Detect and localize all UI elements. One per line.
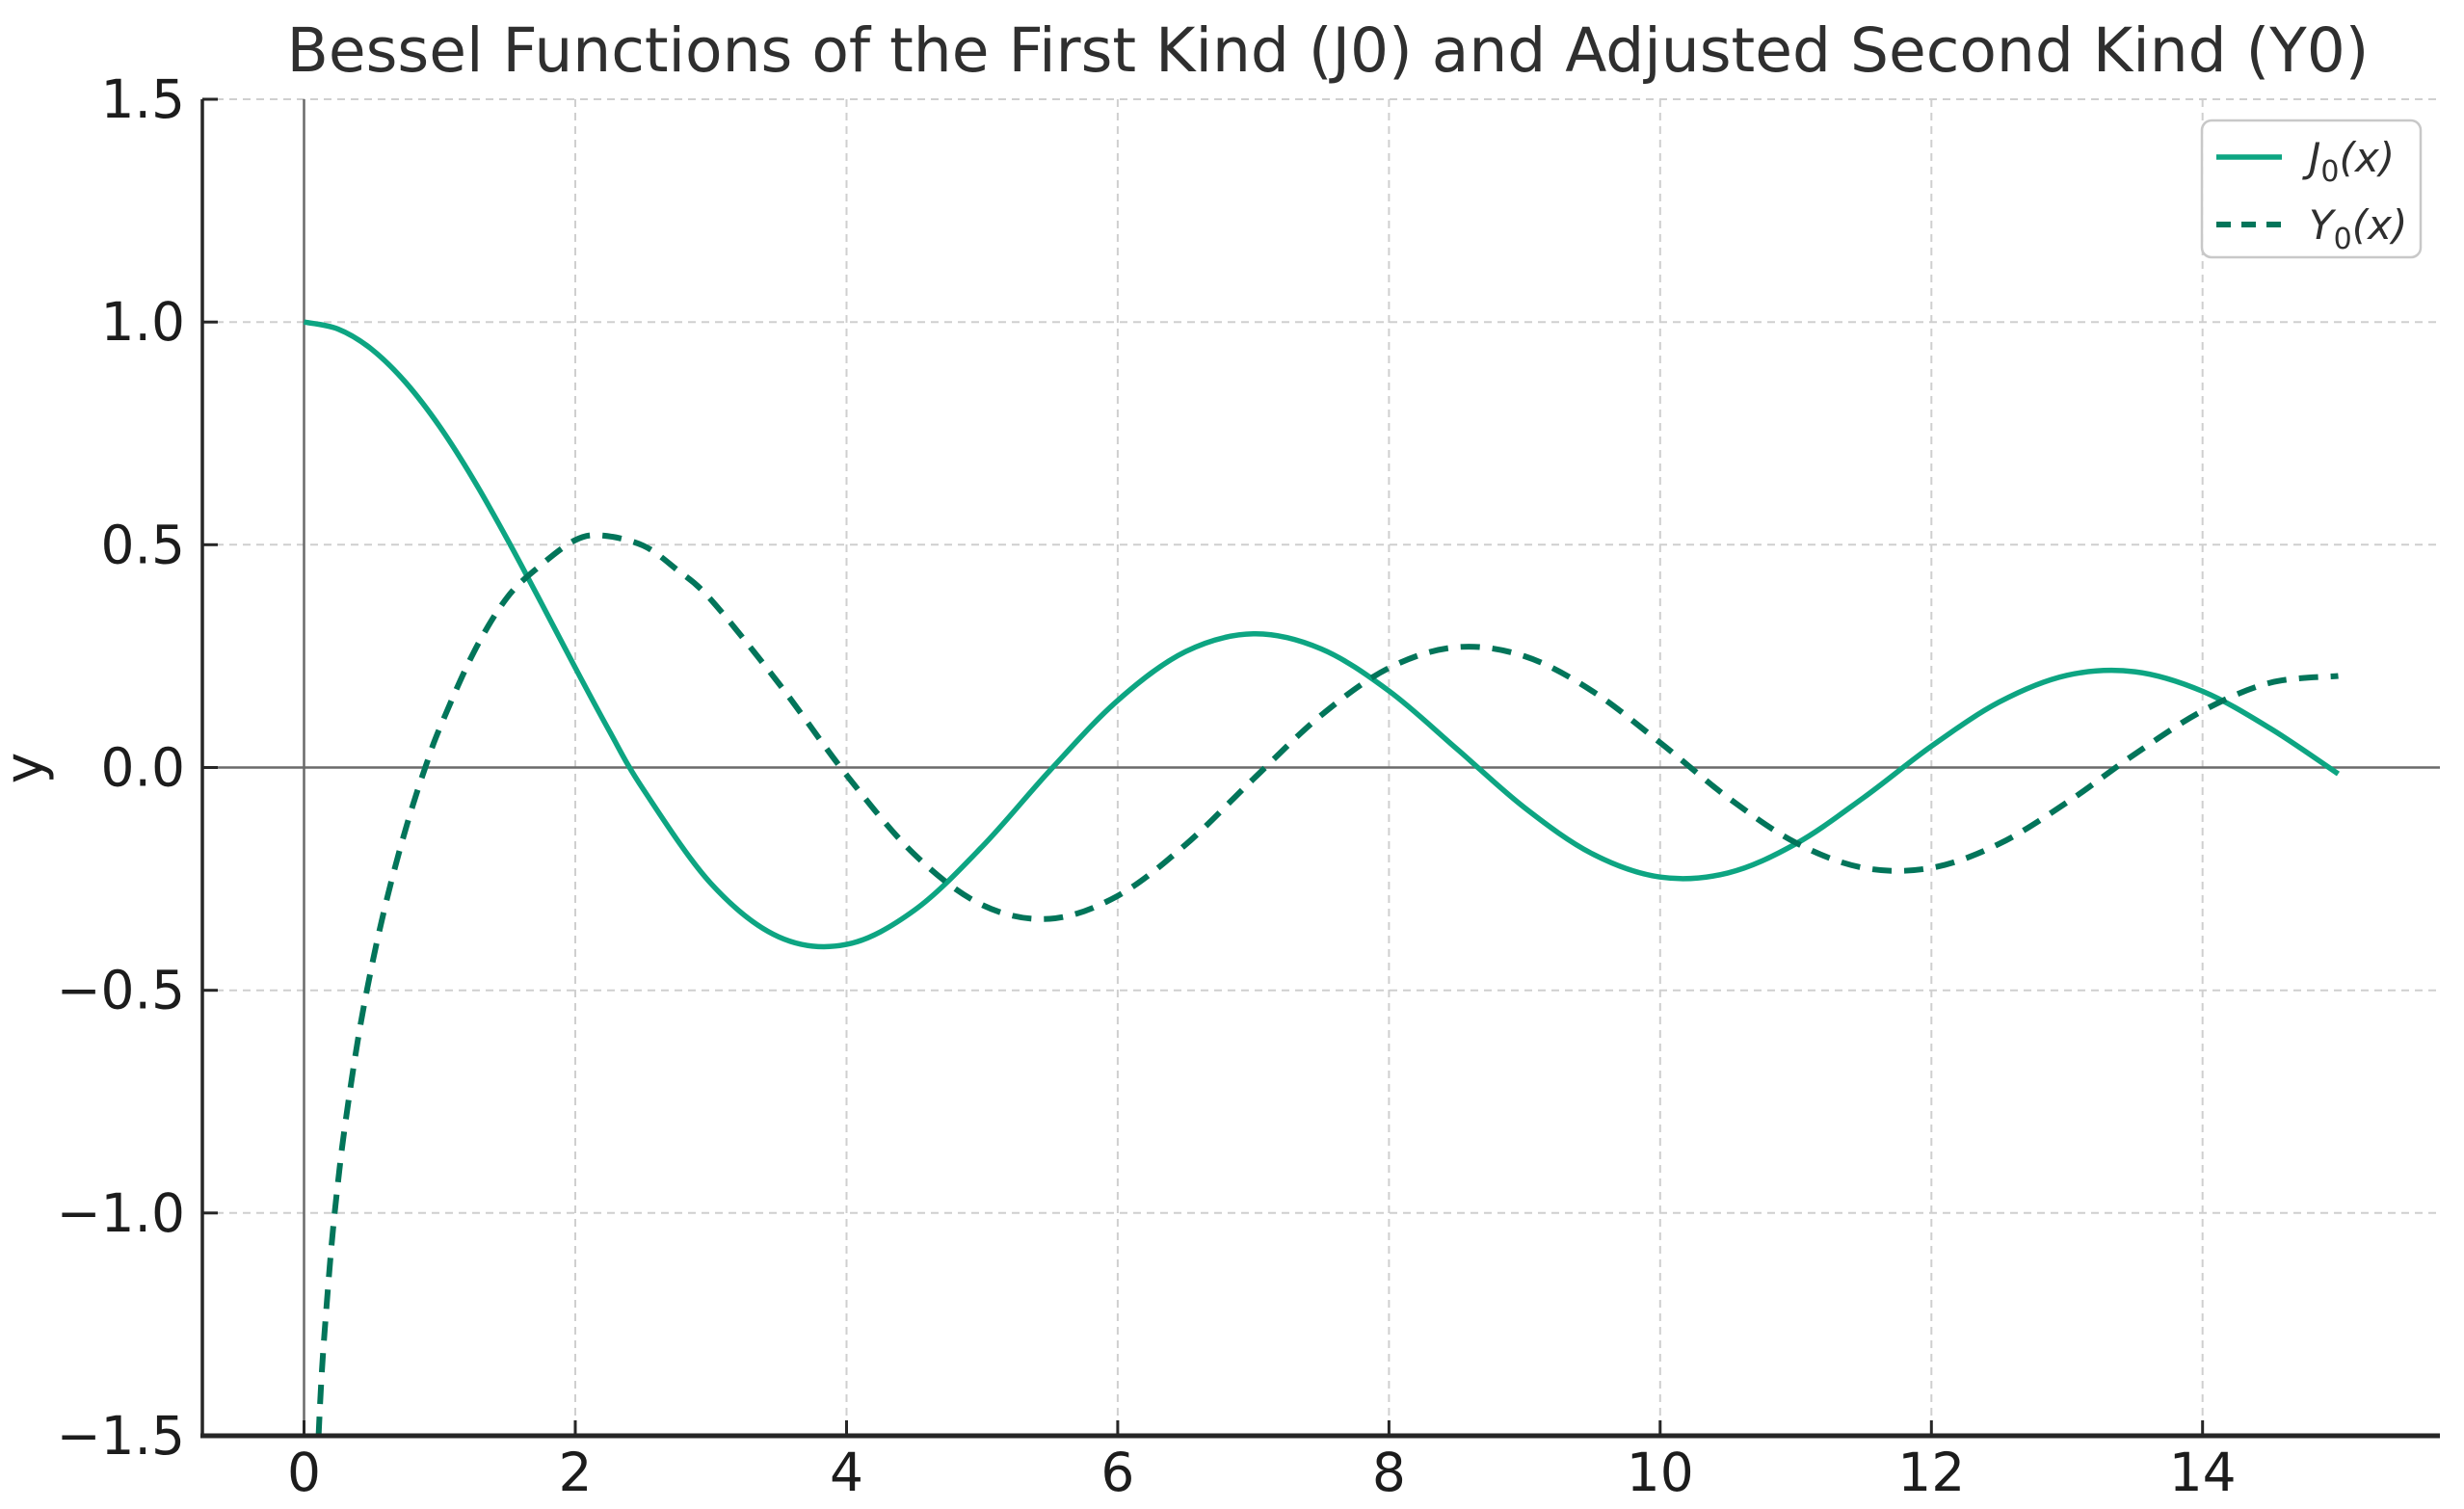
x-tick-label: 4 <box>830 1442 863 1503</box>
legend-y0-label: Y0(x) <box>2309 201 2407 256</box>
j0-curve <box>303 319 2341 950</box>
axes-layer: 0 2 4 6 8 10 12 14 −1.5 −1.0 −0.5 0.0 0.5 1.0 1.5 <box>56 68 2440 1503</box>
y-tick-label: 1.0 <box>101 291 185 353</box>
reference-lines-layer <box>202 99 2440 1436</box>
x-tick-label: 8 <box>1372 1442 1406 1503</box>
y-tick-label: 1.5 <box>101 68 185 130</box>
y0-curve <box>315 532 2339 1437</box>
y-tick-label: −1.5 <box>56 1405 185 1467</box>
chart-title: Bessel Functions of the First Kind (J0) … <box>287 15 2370 86</box>
x-tick-label: 12 <box>1897 1442 1965 1503</box>
legend: J0(x) Y0(x) <box>2200 119 2423 259</box>
x-tick-label: 2 <box>559 1442 593 1503</box>
y-tick-label: 0.5 <box>101 514 185 575</box>
y-axis-label: y <box>0 753 55 784</box>
y-tick-label: −1.0 <box>56 1182 185 1244</box>
x-tick-label: 0 <box>287 1442 321 1503</box>
x-tick-label: 10 <box>1627 1442 1694 1503</box>
x-tick-label: 6 <box>1100 1442 1134 1503</box>
y-tick-label: −0.5 <box>56 960 185 1021</box>
y-tick-label: 0.0 <box>101 737 185 799</box>
curves-layer <box>303 319 2341 1437</box>
x-tick-label: 14 <box>2169 1442 2237 1503</box>
legend-j0-label: J0(x) <box>2302 134 2395 189</box>
